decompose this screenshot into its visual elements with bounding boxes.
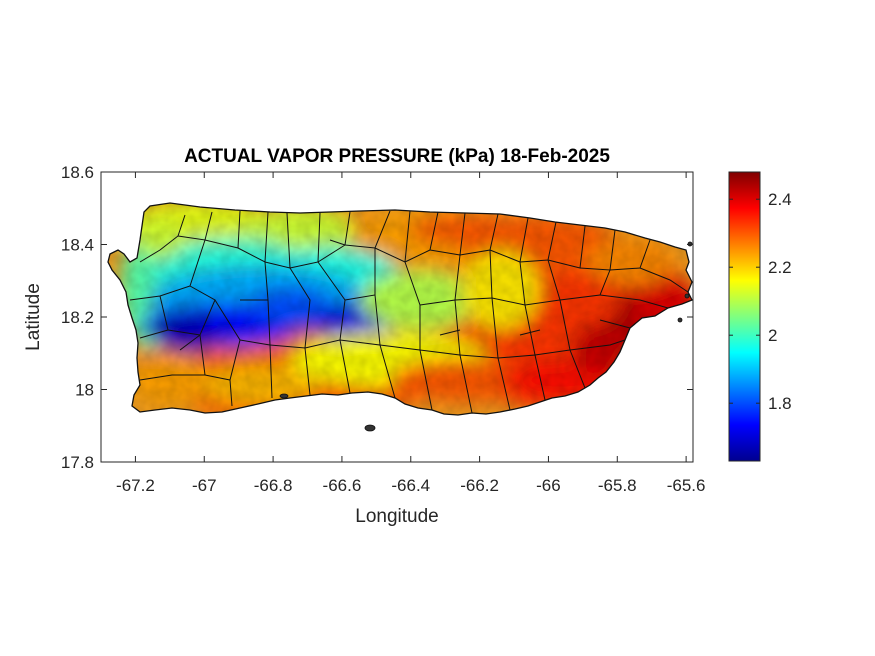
- municipality-boundary: [304, 347, 311, 396]
- y-tick-label: 18.2: [61, 308, 94, 327]
- municipality-boundary: [139, 214, 186, 263]
- x-tick-label: -67: [192, 476, 217, 495]
- municipality-boundary: [569, 339, 626, 351]
- colorbar-tick-label: 2: [768, 326, 777, 345]
- y-axis-title: Latitude: [23, 283, 44, 351]
- colorbar-tick-label: 2.2: [768, 258, 792, 277]
- municipality-boundary: [129, 239, 206, 301]
- islet: [684, 293, 690, 299]
- x-tick-label: -65.6: [667, 476, 706, 495]
- municipality-boundary: [229, 379, 233, 407]
- municipality-boundary: [339, 339, 351, 394]
- colorbar-ticks: 1.8 2 2.2 2.4: [729, 190, 792, 413]
- municipality-boundary: [497, 357, 511, 411]
- x-tick-label: -65.8: [598, 476, 637, 495]
- municipality-boundary: [329, 239, 346, 246]
- municipality-boundary: [269, 267, 311, 349]
- islet: [364, 424, 376, 432]
- municipality-boundary: [569, 349, 586, 389]
- municipality-boundary: [269, 344, 273, 399]
- x-tick-label: -66.8: [254, 476, 293, 495]
- municipality-boundary: [599, 294, 669, 309]
- x-axis: -67.2 -67 -66.8 -66.6 -66.4 -66.2 -66 -65.8 -65.…: [116, 172, 705, 495]
- municipality-boundary: [167, 285, 216, 336]
- municipality-boundary: [519, 329, 541, 336]
- islet: [279, 393, 289, 399]
- x-tick-label: -66.4: [391, 476, 430, 495]
- municipality-boundary: [534, 354, 546, 401]
- municipality-boundaries: [129, 210, 689, 414]
- plot-title: ACTUAL VAPOR PRESSURE (kPa) 18-Feb-2025: [184, 146, 610, 167]
- municipality-boundary: [459, 354, 473, 414]
- municipality-boundary: [204, 299, 241, 381]
- municipality-boundary: [639, 267, 689, 293]
- municipality-boundary: [304, 261, 346, 349]
- municipality-boundary: [179, 334, 201, 351]
- colorbar-tick-label: 1.8: [768, 394, 792, 413]
- municipality-boundary: [419, 349, 433, 411]
- y-tick-label: 18.6: [61, 163, 94, 182]
- y-axis: 17.8 18 18.2 18.4 18.6: [61, 163, 693, 472]
- y-tick-label: 18: [75, 381, 94, 400]
- municipality-boundary: [599, 319, 631, 329]
- municipality-boundary: [379, 344, 396, 399]
- y-tick-label: 18.4: [61, 236, 94, 255]
- colorbar-tick-label: 2.4: [768, 190, 792, 209]
- coastline: [107, 202, 693, 416]
- islet: [677, 317, 683, 323]
- x-axis-title: Longitude: [355, 506, 438, 527]
- y-tick-label: 17.8: [61, 453, 94, 472]
- colorbar: [728, 171, 761, 462]
- x-tick-label: -66: [536, 476, 561, 495]
- x-tick-label: -66.2: [460, 476, 499, 495]
- municipality-boundary: [239, 261, 271, 346]
- municipality-boundary: [379, 261, 421, 351]
- municipality-boundary: [139, 334, 206, 381]
- x-tick-label: -66.6: [323, 476, 362, 495]
- x-tick-label: -67.2: [116, 476, 155, 495]
- municipality-boundary: [439, 329, 461, 336]
